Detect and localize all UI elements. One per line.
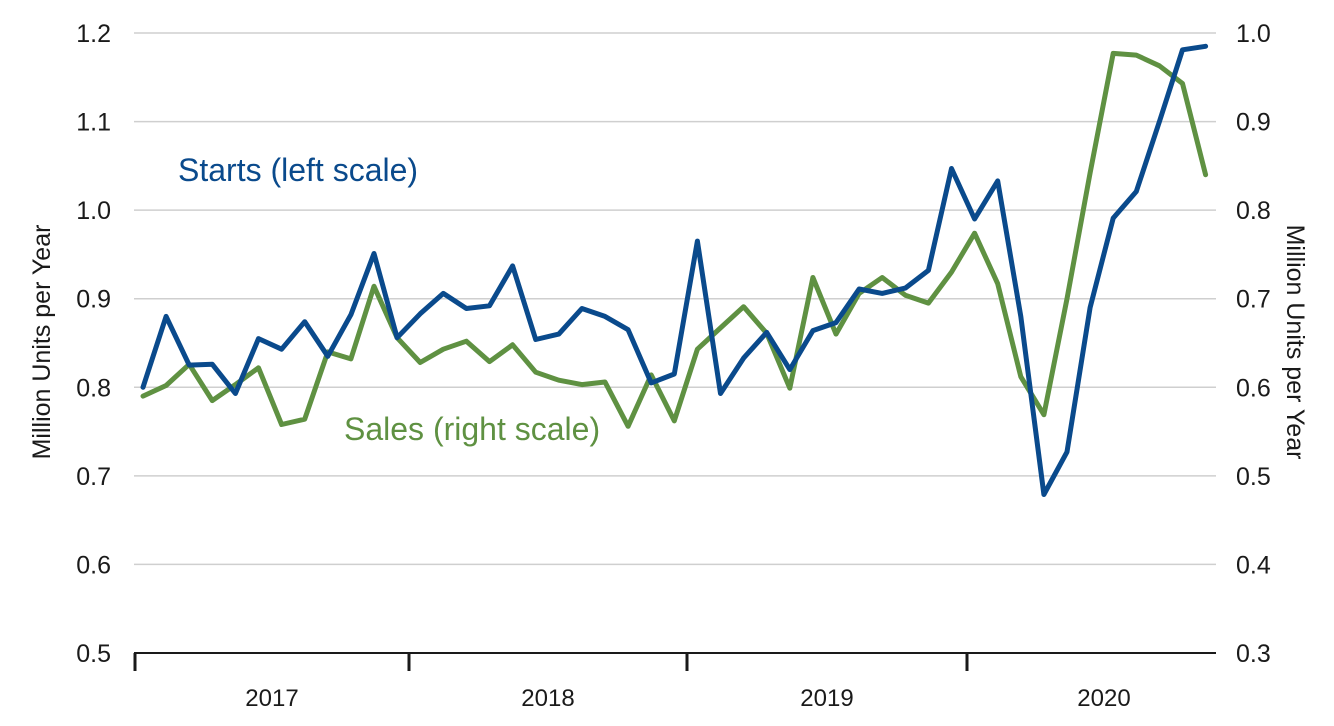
right-tick-label: 0.8	[1236, 197, 1271, 225]
left-tick-label: 1.2	[76, 20, 111, 48]
right-tick-label: 0.5	[1236, 463, 1271, 491]
left-axis-title: Million Units per Year	[28, 225, 56, 460]
right-tick-label: 0.7	[1236, 286, 1271, 314]
gridlines	[134, 33, 1216, 564]
x-axis: 2017 2018 2019 2020	[134, 653, 1216, 712]
x-tick-label: 2017	[245, 685, 298, 712]
left-tick-label: 0.6	[76, 551, 111, 579]
x-tick-label: 2020	[1077, 685, 1130, 712]
left-tick-label: 0.7	[76, 463, 111, 491]
starts-series-line	[143, 46, 1206, 494]
right-tick-label: 0.3	[1236, 640, 1271, 668]
right-axis-title: Million Units per Year	[1281, 225, 1309, 460]
sales-series-label: Sales (right scale)	[344, 411, 600, 447]
right-tick-label: 0.4	[1236, 551, 1271, 579]
right-tick-label: 0.9	[1236, 109, 1271, 137]
right-axis-ticks: 0.3 0.4 0.5 0.6 0.7 0.8 0.9 1.0	[1236, 20, 1271, 668]
right-tick-label: 0.6	[1236, 374, 1271, 402]
left-axis-ticks: 0.5 0.6 0.7 0.8 0.9 1.0 1.1 1.2	[76, 20, 111, 668]
left-tick-label: 0.9	[76, 286, 111, 314]
series-lines	[143, 46, 1206, 494]
left-tick-label: 1.1	[76, 109, 111, 137]
starts-series-label: Starts (left scale)	[178, 152, 418, 188]
x-tick-label: 2018	[521, 685, 574, 712]
left-tick-label: 0.5	[76, 640, 111, 668]
chart: 0.5 0.6 0.7 0.8 0.9 1.0 1.1 1.2 0.3 0.4 0.5 0.6 0.7…	[0, 0, 1334, 726]
x-tick-label: 2019	[800, 685, 853, 712]
left-tick-label: 0.8	[76, 374, 111, 402]
left-tick-label: 1.0	[76, 197, 111, 225]
right-tick-label: 1.0	[1236, 20, 1271, 48]
